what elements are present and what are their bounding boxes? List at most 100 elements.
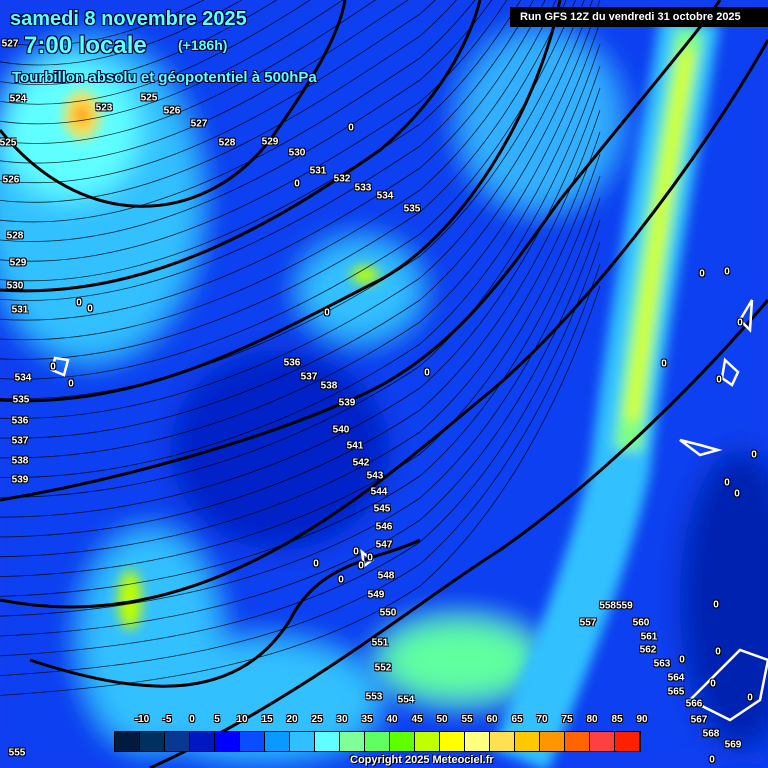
contour-label: 554 [397, 694, 415, 706]
geopotential-contour [0, 0, 546, 321]
geopotential-contour [0, 0, 377, 144]
colorbar-tick: 50 [436, 714, 448, 725]
copyright: Copyright 2025 Meteociel.fr [350, 754, 494, 766]
zero-vorticity-label: 0 [716, 374, 722, 386]
geopotential-contour [0, 0, 476, 223]
geopotential-contour [0, 0, 436, 184]
zero-vorticity-label: 0 [679, 654, 685, 666]
contour-label: 540 [332, 424, 350, 436]
geopotential-contour [0, 153, 601, 577]
geopotential-contour [0, 0, 508, 262]
colorbar-tick: 0 [189, 714, 195, 725]
geopotential-contour [0, 0, 311, 105]
geopotential-contour [0, 0, 576, 380]
contour-label: 534 [376, 190, 394, 202]
colorbar-swatch [340, 732, 365, 751]
geopotential-contour [0, 285, 601, 696]
colorbar-tick: 80 [586, 714, 598, 725]
zero-vorticity-label: 0 [87, 303, 93, 315]
contour-label: 527 [1, 38, 19, 50]
colorbar-swatch [440, 732, 465, 751]
contour-label: 527 [190, 118, 208, 130]
contour-label: 558559 [599, 600, 633, 612]
contour-label: 531 [309, 165, 327, 177]
geopotential-contour [0, 0, 205, 46]
zero-vorticity-label: 0 [709, 754, 715, 766]
colorbar-tick: 10 [236, 714, 248, 725]
contour-label: 560 [632, 617, 650, 629]
geopotential-contour [0, 241, 601, 657]
colorbar-swatch [490, 732, 515, 751]
contour-label: 552 [374, 662, 392, 674]
contour-label: 525 [140, 92, 158, 104]
contour-label: 546 [375, 521, 393, 533]
contour-label: 550 [379, 607, 397, 619]
zero-vorticity-label: 0 [424, 367, 430, 379]
zero-vorticity-label: 0 [661, 358, 667, 370]
geopotential-contour [0, 0, 409, 164]
contour-label: 524 [9, 93, 27, 105]
colorbar-swatch [565, 732, 590, 751]
zero-vorticity-label: 0 [713, 599, 719, 611]
contour-label: 534 [14, 372, 32, 384]
contour-label: 551 [371, 637, 389, 649]
contour-label: 544 [370, 486, 388, 498]
contour-label: 528 [218, 137, 236, 149]
colorbar-tick: 75 [561, 714, 573, 725]
zero-vorticity-label: 0 [715, 646, 721, 658]
colorbar-swatch [615, 732, 640, 751]
geopotential-contour [0, 0, 601, 439]
colorbar-tick: 55 [461, 714, 473, 725]
contour-label: 555 [8, 747, 26, 759]
contour-label: 535 [403, 203, 421, 215]
contour-label: 568 [702, 728, 720, 740]
contour-label: 536 [283, 357, 301, 369]
contour-label: 531 [11, 304, 29, 316]
colorbar-swatch [465, 732, 490, 751]
geopotential-contour [0, 0, 457, 203]
geopotential-contour [0, 219, 601, 637]
contour-label: 532 [333, 173, 351, 185]
contour-label: 561 [640, 631, 658, 643]
zero-vorticity-label: 0 [76, 297, 82, 309]
contour-label: 539 [11, 474, 29, 486]
colorbar-tick: 70 [536, 714, 548, 725]
colorbar-tick: 25 [311, 714, 323, 725]
geopotential-contour [0, 197, 601, 617]
contour-label: 541 [346, 440, 364, 452]
zero-vorticity-label: 0 [324, 307, 330, 319]
geopotential-contour [0, 0, 593, 419]
zero-vorticity-label: 0 [367, 552, 373, 564]
colorbar-swatch [115, 732, 140, 751]
forecast-lead: (+186h) [178, 37, 228, 53]
contour-label: 567 [690, 714, 708, 726]
colorbar-swatch [390, 732, 415, 751]
contour-label: 563 [653, 658, 671, 670]
zero-vorticity-label: 0 [751, 449, 757, 461]
contour-label: 529 [261, 136, 279, 148]
colorbar-tick: 35 [361, 714, 373, 725]
contour-label: 549 [367, 589, 385, 601]
colorbar [114, 731, 641, 752]
colorbar-tick: 60 [486, 714, 498, 725]
geopotential-contour [0, 21, 601, 459]
contour-label: 538 [320, 380, 338, 392]
zero-vorticity-label: 0 [348, 122, 354, 134]
contour-label: 530 [6, 280, 24, 292]
geopotential-contour [0, 263, 601, 676]
contour-label: 529 [9, 257, 27, 269]
geopotential-contour [0, 43, 601, 479]
geopotential-contour [0, 0, 522, 282]
contour-label: 553 [365, 691, 383, 703]
contour-label: 526 [163, 105, 181, 117]
geopotential-contour [0, 0, 243, 66]
contour-label: 539 [338, 397, 356, 409]
colorbar-tick: 90 [636, 714, 648, 725]
colorbar-tick: 20 [286, 714, 298, 725]
contour-label: 537 [11, 435, 29, 447]
colorbar-swatch [290, 732, 315, 751]
zero-vorticity-label: 0 [358, 560, 364, 572]
contour-label: 543 [366, 470, 384, 482]
zero-vorticity-label: 0 [338, 574, 344, 586]
